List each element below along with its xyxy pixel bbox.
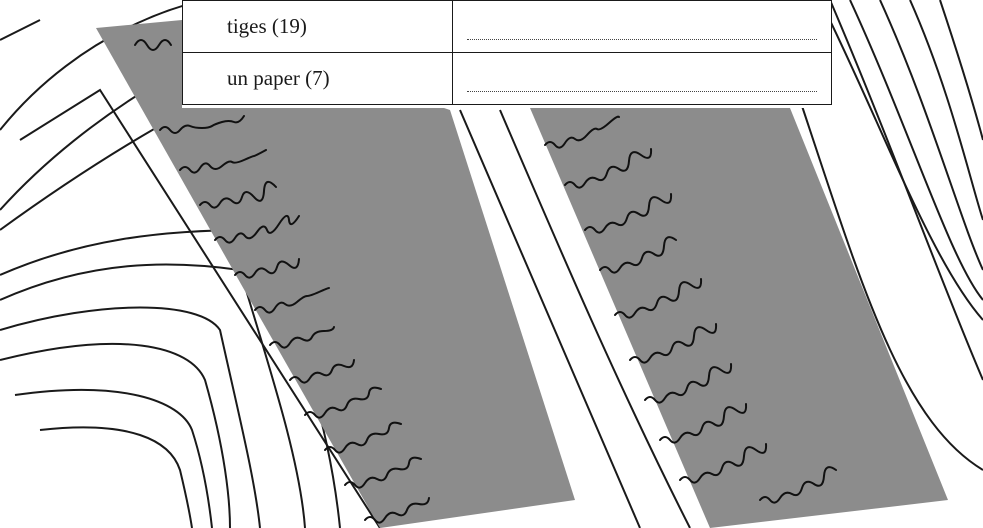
answer-dotted-line: [467, 39, 817, 40]
word-cell: tiges (19): [182, 0, 453, 53]
table-row: tiges (19): [182, 0, 832, 53]
right-page-edges: [799, 0, 983, 471]
vocabulary-table: tiges (19) un paper (7): [182, 0, 832, 105]
answer-dotted-line: [467, 91, 817, 92]
answer-cell[interactable]: [452, 0, 832, 53]
book-spine: [459, 109, 691, 528]
vocabulary-table-container: tiges (19) un paper (7): [182, 0, 832, 108]
right-handwriting: [544, 115, 837, 504]
word-cell: un paper (7): [182, 52, 453, 105]
left-manuscript-page: [96, 20, 575, 528]
table-row: un paper (7): [182, 52, 832, 105]
left-handwriting: [134, 39, 430, 524]
right-manuscript-page: [530, 108, 948, 528]
answer-cell[interactable]: [452, 52, 832, 105]
